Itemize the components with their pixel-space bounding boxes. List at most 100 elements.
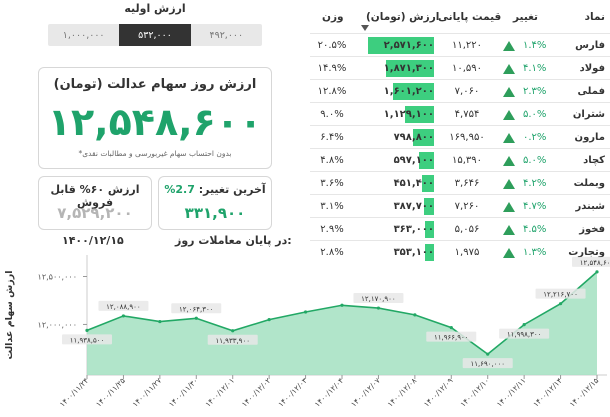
symbol-name[interactable]: وبملت xyxy=(573,178,605,189)
symbol-name[interactable]: فولاد xyxy=(579,63,605,74)
up-arrow-icon xyxy=(503,156,515,166)
weight-percent: ۱۲.۸% xyxy=(317,86,347,97)
sellable-value: ۷,۵۲۹,۲۰۰ xyxy=(57,204,133,222)
x-tick-label: ۱۴۰۰/۱۱/۲۷ xyxy=(131,376,164,409)
daily-value-title: ارزش روز سهام عدالت (تومان) xyxy=(53,77,257,92)
value-bar xyxy=(405,106,434,123)
data-label-bg xyxy=(462,358,513,369)
value-bar xyxy=(422,175,434,192)
table-row[interactable]: وبملت ۴.۲% ۳,۶۴۶ ۴۵۱,۴۰۰ ۳.۶% xyxy=(310,171,610,195)
data-label: ۱۲,۰۸۸,۹۰۰ xyxy=(106,303,141,311)
col-header-change[interactable]: تغییر xyxy=(513,11,538,23)
data-label: ۱۲,۱۷۰,۹۰۰ xyxy=(361,295,396,303)
data-point xyxy=(558,302,563,306)
last-change-label-row: آخرین تغییر: 2.7% xyxy=(159,183,271,196)
holding-value: ۲,۵۷۱,۶۰۰ xyxy=(383,40,434,51)
x-tick-label: ۱۴۰۰/۱۲/۰۸ xyxy=(386,376,419,409)
table-row[interactable]: فملی ۲.۳% ۷,۰۶۰ ۱,۶۰۱,۲۰۰ ۱۲.۸% xyxy=(310,79,610,103)
change-percent: ۱.۳% xyxy=(523,247,547,258)
holding-value: ۱,۱۲۹,۱۰۰ xyxy=(383,109,434,120)
date-value: ۱۴۰۰/۱۲/۱۵ xyxy=(62,234,124,247)
symbol-name[interactable]: شبندر xyxy=(575,201,605,212)
value-bar xyxy=(424,198,434,215)
data-label-bg xyxy=(353,293,404,304)
change-percent: ۵.۰% xyxy=(523,155,547,166)
col-header-price[interactable]: قیمت پایانی xyxy=(438,11,502,23)
final-price: ۷,۰۶۰ xyxy=(454,86,480,97)
up-arrow-icon xyxy=(503,87,515,97)
weight-percent: ۲.۹% xyxy=(320,224,344,235)
x-tick-label: ۱۴۰۰/۱۲/۱۰ xyxy=(458,376,491,409)
data-point xyxy=(340,303,344,307)
sort-descending-icon[interactable] xyxy=(361,25,369,31)
data-label-bg xyxy=(62,334,112,345)
initial-value-title: ارزش اولیه xyxy=(124,2,186,15)
symbol-name[interactable]: فخوز xyxy=(579,224,605,235)
y-tick-label: ۱۲,۰۰۰,۰۰۰ xyxy=(38,320,77,329)
col-header-weight[interactable]: وزن xyxy=(322,11,344,23)
up-arrow-icon xyxy=(503,179,515,189)
data-point xyxy=(486,352,490,356)
change-percent: ۰.۲% xyxy=(523,132,547,143)
symbol-name[interactable]: کچاد xyxy=(583,155,605,166)
holding-value: ۴۵۱,۴۰۰ xyxy=(393,178,434,189)
data-label-bg xyxy=(572,256,610,267)
table-row[interactable]: وتجارت ۱.۳% ۱,۹۷۵ ۳۵۳,۱۰۰ ۲.۸% xyxy=(310,240,610,264)
holding-value: ۱,۶۰۱,۲۰۰ xyxy=(383,86,434,97)
last-change-value: ۳۳۱,۹۰۰ xyxy=(184,204,246,222)
symbol-name[interactable]: شتران xyxy=(572,109,605,120)
x-tick-label: ۱۴۰۰/۱۱/۲۴ xyxy=(58,376,91,409)
table-row[interactable]: شتران ۵.۰% ۴,۷۵۴ ۱,۱۲۹,۱۰۰ ۹.۰% xyxy=(310,102,610,126)
data-label-bg xyxy=(171,303,222,314)
data-point xyxy=(85,328,89,332)
x-tick-label: ۱۴۰۰/۱۲/۰۴ xyxy=(313,376,346,409)
change-percent: ۴.۱% xyxy=(523,63,547,74)
holding-value: ۵۹۷,۱۰۰ xyxy=(393,155,434,166)
data-label-bg xyxy=(535,288,586,299)
initial-value-selector[interactable]: ۱,۰۰۰,۰۰۰ ۵۳۲,۰۰۰ ۴۹۲,۰۰۰ xyxy=(48,24,262,46)
data-label: ۱۲,۵۴۸,۶۰۰ xyxy=(580,259,610,267)
x-tick-label: ۱۴۰۰/۱۲/۰۳ xyxy=(276,376,309,409)
area-fill xyxy=(87,271,597,375)
holding-value: ۱,۸۷۱,۳۰۰ xyxy=(383,63,434,74)
sellable-label: ارزش ۶۰% قابل فروش xyxy=(50,183,140,209)
data-point xyxy=(194,316,198,320)
table-row[interactable]: فارس ۱.۴% ۱۱,۲۲۰ ۲,۵۷۱,۶۰۰ ۲۰.۵% xyxy=(310,33,610,57)
last-change-label: آخرین تغییر: xyxy=(198,183,266,196)
data-label: ۱۲,۰۶۴,۳۰۰ xyxy=(179,305,214,313)
data-label: ۱۱,۶۹۰,۰۰۰ xyxy=(470,360,505,368)
initial-option-1000000[interactable]: ۱,۰۰۰,۰۰۰ xyxy=(62,29,105,41)
x-tick-label: ۱۴۰۰/۱۲/۱۱ xyxy=(495,376,528,409)
last-change-card: آخرین تغییر: 2.7% ۳۳۱,۹۰۰ xyxy=(158,176,272,230)
initial-option-492000[interactable]: ۴۹۲,۰۰۰ xyxy=(209,29,244,41)
symbol-name[interactable]: مارون xyxy=(574,132,605,143)
final-price: ۵,۰۵۶ xyxy=(454,224,480,235)
x-tick-label: ۱۴۰۰/۱۲/۰۹ xyxy=(422,376,455,409)
symbol-name[interactable]: فملی xyxy=(577,86,605,97)
data-point xyxy=(522,323,526,327)
weight-percent: ۲.۸% xyxy=(320,247,344,258)
up-arrow-icon xyxy=(503,225,515,235)
col-header-value[interactable]: ارزش (تومان) xyxy=(366,11,440,23)
final-price: ۴,۷۵۴ xyxy=(454,109,480,120)
table-row[interactable]: مارون ۰.۲% ۱۶۹,۹۵۰ ۷۹۸,۸۰۰ ۶.۴% xyxy=(310,125,610,149)
symbol-name[interactable]: وتجارت xyxy=(568,247,605,258)
initial-option-532000[interactable]: ۵۳۲,۰۰۰ xyxy=(119,24,191,46)
change-percent: ۴.۷% xyxy=(523,201,547,212)
x-tick-label: ۱۴۰۰/۱۲/۰۷ xyxy=(349,376,382,409)
data-point xyxy=(267,318,271,322)
symbol-name[interactable]: فارس xyxy=(575,40,605,51)
table-row[interactable]: فخوز ۴.۵% ۵,۰۵۶ ۳۶۳,۰۰۰ ۲.۹% xyxy=(310,217,610,241)
data-point xyxy=(303,310,308,314)
daily-value-note: *بدون احتساب سهام غیربورسی و مطالبات نقد… xyxy=(78,149,232,158)
final-price: ۱۵,۳۹۰ xyxy=(451,155,483,166)
holding-value: ۳۵۳,۱۰۰ xyxy=(393,247,434,258)
table-row[interactable]: شبندر ۴.۷% ۷,۲۶۰ ۳۸۷,۷۰۰ ۳.۱% xyxy=(310,194,610,218)
data-label: ۱۱,۹۶۶,۹۰۰ xyxy=(434,334,469,342)
change-percent: ۵.۰% xyxy=(523,109,547,120)
col-header-name[interactable]: نماد xyxy=(584,11,605,23)
holding-value: ۷۹۸,۸۰۰ xyxy=(393,132,434,143)
table-row[interactable]: فولاد ۴.۱% ۱۰,۵۹۰ ۱,۸۷۱,۳۰۰ ۱۴.۹% xyxy=(310,56,610,80)
table-row[interactable]: کچاد ۵.۰% ۱۵,۳۹۰ ۵۹۷,۱۰۰ ۴.۸% xyxy=(310,148,610,172)
x-tick-label: ۱۴۰۰/۱۲/۰۲ xyxy=(240,376,273,409)
